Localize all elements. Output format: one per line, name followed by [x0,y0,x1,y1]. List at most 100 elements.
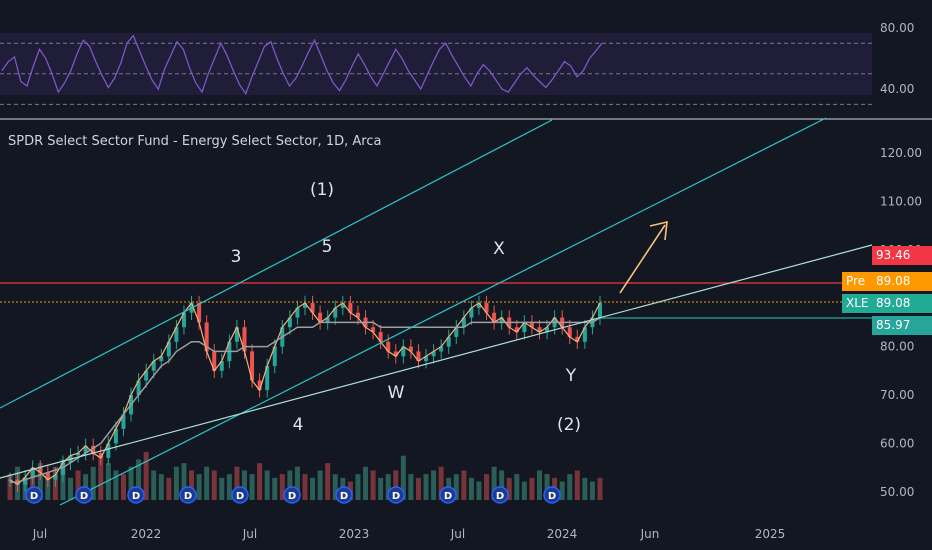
rsi-tick-label: 80.00 [880,21,914,35]
drawings-layer: D D D D D D D D D D D (1) 3 5 X 4 W Y (2) [0,117,873,506]
candle-body [522,322,527,333]
candle-body [174,327,179,342]
volume-bar [506,477,512,500]
volume-bar [105,463,111,500]
price-panel [7,295,603,500]
volume-bar [219,477,225,500]
price-badge-value: 89.08 [872,272,932,291]
volume-bar [514,474,520,500]
volume-bar [98,455,104,500]
volume-bar [241,470,247,500]
candle-body [219,361,224,371]
volume-bar [30,470,36,500]
dividend-marker [491,486,509,504]
volume-bar [279,474,285,500]
dividend-marker-label: D [288,491,296,502]
candle-body [340,303,345,308]
time-tick-label: 2025 [755,527,786,541]
price-tick-label: 70.00 [880,388,914,402]
rsi-line [1,34,603,96]
volume-bar [211,470,217,500]
candle-body [469,307,474,318]
candle-body [484,303,489,313]
dividend-marker-label: D [30,491,38,502]
candle-body [181,312,186,328]
volume-bar [37,463,43,500]
dividend-marker [439,486,457,504]
candle-body [91,445,96,454]
volume-bar [181,463,187,500]
time-tick-label: Jun [640,527,660,541]
volume-bar [310,477,316,500]
dividend-marker-label: D [184,491,192,502]
volume-bar [75,470,81,500]
candle-body [325,317,330,323]
dividend-marker [543,486,561,504]
candle-body [431,351,436,357]
dividend-marker-label: D [496,491,504,502]
volume-bar [226,474,232,500]
volume-bar [136,459,142,500]
candle-body [234,327,239,342]
volume-bar [461,470,467,500]
volume-bar [287,470,293,500]
price-badge-value: 85.97 [872,316,932,335]
volume-bar [423,474,429,500]
dividend-marker-label: D [392,491,400,502]
price-badge-value: 89.08 [872,294,932,313]
candle-body [401,346,406,357]
dividend-marker [75,486,93,504]
volume-bar [484,474,490,500]
volume-bar [363,466,369,500]
candle-body [23,477,28,485]
rsi-tick-label: 40.00 [880,82,914,96]
candle-body [136,380,141,395]
candle-body [204,322,209,352]
instrument-title: SPDR Select Sector Fund - Energy Select … [8,134,382,149]
middle-channel-line [59,117,827,506]
candle-body [242,327,247,352]
projection-arrow-head [649,220,668,241]
dividend-marker-label: D [444,491,452,502]
candle-body [582,327,587,342]
candle-body [378,332,383,342]
candle-body [476,303,481,308]
rsi-panel [0,34,872,105]
candle-body [333,307,338,318]
candle-body [393,351,398,357]
volume-bar [536,470,542,500]
time-tick-label: Jul [242,527,257,541]
wave-label: Y [565,366,577,386]
dividend-marker [335,486,353,504]
volume-bar [204,466,210,500]
candle-body [439,346,444,352]
volume-bar [438,466,444,500]
volume-bar [589,481,595,500]
dividend-marker-label: D [236,491,244,502]
price-tick-label: 60.00 [880,436,914,450]
candle-body [454,327,459,337]
volume-bar [264,470,270,500]
candle-body [386,341,391,352]
dividend-marker [231,486,249,504]
candle-body [303,303,307,308]
candle-body [575,336,580,342]
candle-body [492,312,497,323]
volume-bar [378,477,384,500]
moving-average-line [10,316,601,483]
axes: 80.0040.00120.00110.00100.0080.0070.0060… [32,21,922,541]
volume-bar [408,474,414,500]
time-tick-label: Jul [32,527,47,541]
volume-bar [499,470,505,500]
volume-bar [113,470,119,500]
volume-bar [302,474,308,500]
candle-body [53,474,58,480]
volume-bar [317,470,323,500]
volume-bar [574,470,580,500]
volume-bar [582,477,588,500]
candle-body [545,327,550,333]
volume-bar [393,470,399,500]
candle-body [287,317,292,328]
dividend-marker-label: D [80,491,88,502]
